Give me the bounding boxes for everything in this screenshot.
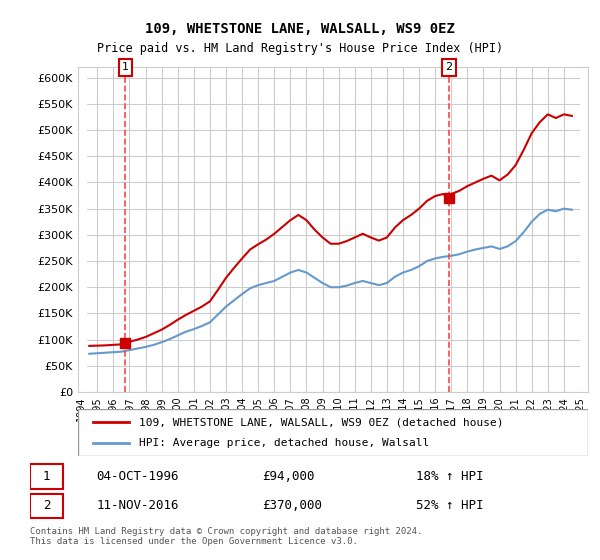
Text: HPI: Average price, detached house, Walsall: HPI: Average price, detached house, Wals… [139,438,430,448]
Text: 2: 2 [43,500,50,512]
Text: 52% ↑ HPI: 52% ↑ HPI [416,500,484,512]
Text: 1: 1 [43,469,50,483]
Text: 04-OCT-1996: 04-OCT-1996 [96,469,179,483]
Text: 2: 2 [445,62,452,72]
FancyBboxPatch shape [30,493,63,518]
Text: Contains HM Land Registry data © Crown copyright and database right 2024.
This d: Contains HM Land Registry data © Crown c… [30,526,422,546]
Text: £370,000: £370,000 [262,500,322,512]
Text: £94,000: £94,000 [262,469,314,483]
FancyBboxPatch shape [30,464,63,488]
FancyBboxPatch shape [78,409,588,456]
Text: 109, WHETSTONE LANE, WALSALL, WS9 0EZ: 109, WHETSTONE LANE, WALSALL, WS9 0EZ [145,22,455,36]
Text: 11-NOV-2016: 11-NOV-2016 [96,500,179,512]
Text: 1: 1 [122,62,129,72]
Text: 18% ↑ HPI: 18% ↑ HPI [416,469,484,483]
Text: 109, WHETSTONE LANE, WALSALL, WS9 0EZ (detached house): 109, WHETSTONE LANE, WALSALL, WS9 0EZ (d… [139,417,504,427]
Text: Price paid vs. HM Land Registry's House Price Index (HPI): Price paid vs. HM Land Registry's House … [97,42,503,55]
